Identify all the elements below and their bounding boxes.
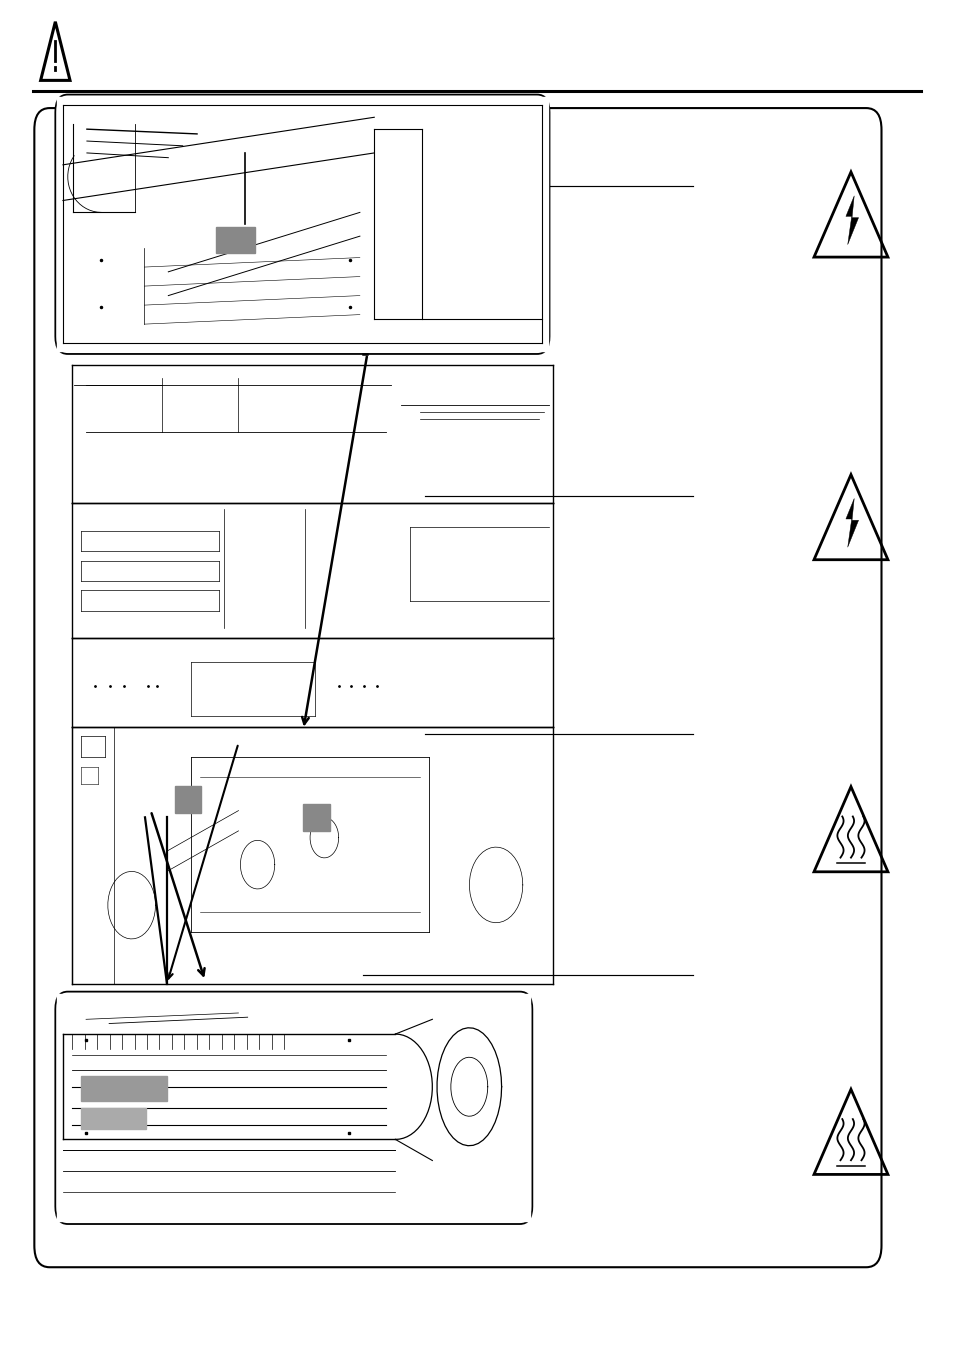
FancyBboxPatch shape [55,992,532,1224]
Polygon shape [845,499,858,547]
Bar [303,804,330,831]
Bar [57,994,530,1221]
Bar [57,97,547,351]
Bar [81,1108,146,1129]
Bar [174,786,201,813]
Polygon shape [845,196,858,245]
Bar [81,1077,167,1101]
Bar [216,227,254,253]
FancyBboxPatch shape [55,95,549,354]
